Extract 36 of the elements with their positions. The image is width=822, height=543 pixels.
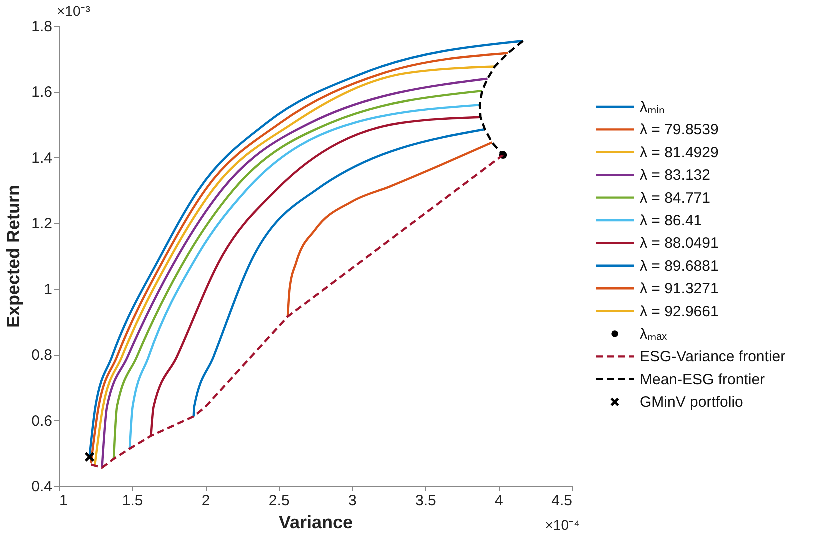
legend-label: λ = 84.771	[640, 190, 710, 207]
line-series	[192, 128, 486, 418]
legend-label: GMinV portfolio	[640, 394, 744, 412]
legend-label: λ = 91.3271	[640, 280, 719, 298]
x-tick-label: 2.5	[268, 492, 290, 510]
y-axis-title: Expected Return	[4, 184, 24, 328]
legend-label: λ = 79.8539	[640, 122, 719, 139]
line-series	[286, 142, 494, 318]
y-tick-label: 0.8	[32, 347, 52, 364]
x-tick-label: 4.5	[552, 492, 572, 510]
legend-label: λ = 89.6881	[640, 258, 719, 275]
y-tick-label: 1.2	[32, 216, 52, 233]
legend-label: λ = 88.0491	[640, 235, 719, 252]
legend-label: ESG-Variance frontier	[640, 348, 786, 366]
legend-label: λ = 81.4929	[640, 144, 719, 162]
y-tick-label: 1	[44, 281, 52, 298]
text: ×10⁻³	[57, 3, 91, 19]
legend-label: Mean-ESG frontier	[640, 371, 766, 388]
legend-label: λ = 86.41	[640, 212, 702, 230]
y-tick-label: 0.4	[32, 478, 52, 496]
legend-label: λₘₐₓ	[640, 326, 668, 343]
x-axis-title: Variance	[278, 512, 354, 532]
x-tick-label: 3.5	[416, 492, 436, 510]
x-tick-label: 1.5	[122, 492, 144, 510]
x-tick-label: 2	[202, 492, 210, 510]
y-tick-label: 0.6	[32, 412, 52, 430]
x-tick-label: 4	[495, 492, 504, 510]
y-tick-label: 1.8	[32, 18, 52, 36]
legend-label: λ = 92.9661	[640, 303, 719, 320]
legend-label: λ = 83.132	[640, 167, 710, 184]
y-tick-label: 1.6	[32, 84, 52, 102]
legend-label: λₘᵢₙ	[640, 99, 665, 116]
y-tick-label: 1.4	[32, 150, 52, 167]
text: ×10⁻⁴	[545, 517, 580, 533]
x-tick-label: 1	[60, 492, 68, 510]
x-tick-label: 3	[348, 492, 357, 510]
